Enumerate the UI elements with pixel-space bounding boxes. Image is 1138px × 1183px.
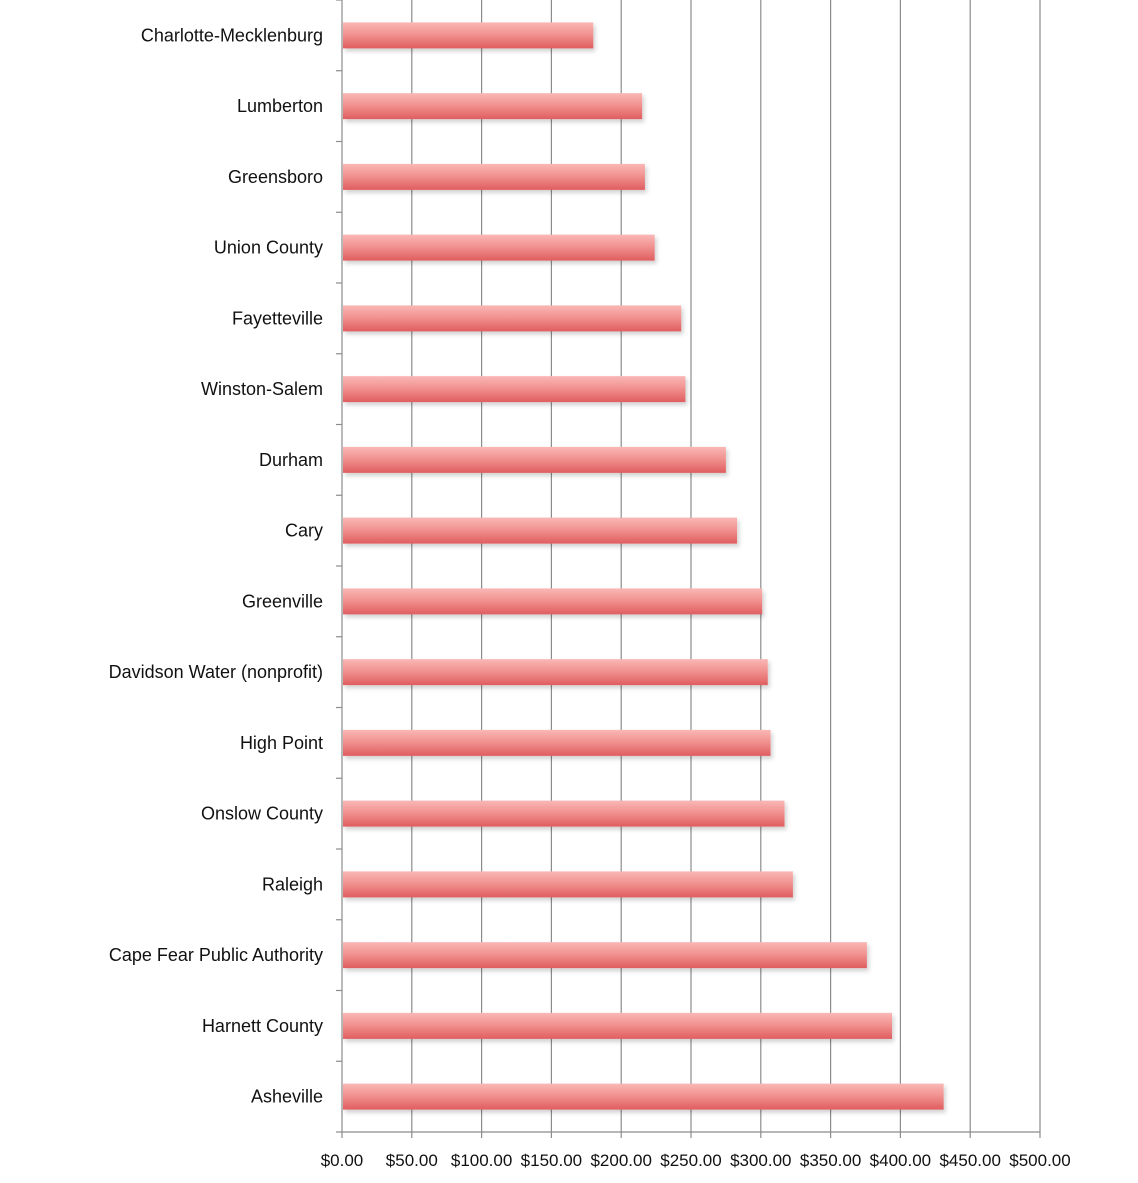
x-tick-label: $500.00 — [1009, 1151, 1070, 1170]
category-label: Asheville — [251, 1087, 323, 1107]
x-tick-label: $450.00 — [939, 1151, 1000, 1170]
category-label: Onslow County — [201, 804, 323, 824]
bar — [343, 871, 793, 898]
x-tick-label: $400.00 — [870, 1151, 931, 1170]
category-label: Cape Fear Public Authority — [109, 945, 323, 965]
bar — [343, 1083, 944, 1110]
x-tick-label: $0.00 — [321, 1151, 364, 1170]
category-label: Fayetteville — [232, 308, 323, 328]
category-label: Harnett County — [202, 1016, 323, 1036]
category-label: Durham — [259, 450, 323, 470]
bar — [343, 93, 643, 120]
bar — [343, 659, 768, 686]
x-tick-label: $200.00 — [590, 1151, 651, 1170]
bar — [343, 234, 655, 261]
bar — [343, 800, 785, 827]
x-tick-label: $100.00 — [451, 1151, 512, 1170]
category-label: Davidson Water (nonprofit) — [109, 662, 323, 682]
bar — [343, 1012, 893, 1039]
axes — [336, 0, 1041, 1138]
category-label: Raleigh — [262, 874, 323, 894]
category-label: Greensboro — [228, 167, 323, 187]
x-tick-label: $300.00 — [730, 1151, 791, 1170]
category-label: Cary — [285, 521, 323, 541]
bar — [343, 729, 771, 756]
x-tick-labels: $0.00 $50.00 $100.00 $150.00 $200.00 $250.00 $… — [321, 1151, 1071, 1170]
category-label: Greenville — [242, 591, 323, 611]
bars — [343, 22, 944, 1110]
bar — [343, 305, 682, 332]
category-labels: Charlotte-Mecklenburg Lumberton Greensboro… — [109, 25, 323, 1106]
bar — [343, 517, 738, 544]
bar — [343, 376, 686, 403]
x-tick-label: $250.00 — [660, 1151, 721, 1170]
bar — [343, 22, 594, 49]
x-tick-label: $350.00 — [800, 1151, 861, 1170]
category-label: Charlotte-Mecklenburg — [141, 25, 323, 45]
category-label: Winston-Salem — [201, 379, 323, 399]
bar — [343, 163, 645, 190]
category-label: Union County — [214, 238, 323, 258]
bar — [343, 942, 867, 969]
category-label: Lumberton — [237, 96, 323, 116]
x-tick-label: $150.00 — [521, 1151, 582, 1170]
x-tick-label: $50.00 — [386, 1151, 438, 1170]
bar — [343, 588, 763, 615]
category-label: High Point — [240, 733, 323, 753]
bar — [343, 446, 726, 473]
